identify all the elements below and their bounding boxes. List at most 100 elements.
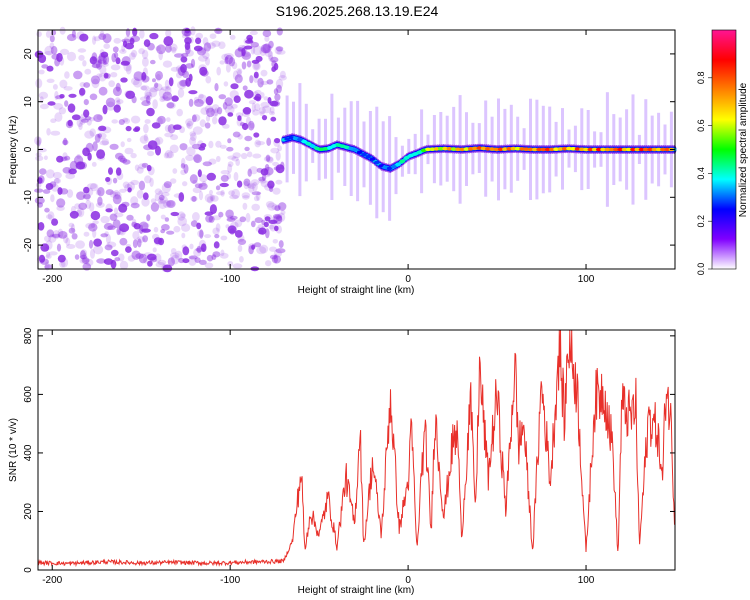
noise-blob	[74, 203, 81, 210]
noise-blob	[96, 132, 107, 140]
ridge-core	[301, 139, 308, 144]
noise-blob	[202, 51, 210, 59]
noise-blob	[158, 190, 164, 196]
noise-blob	[228, 57, 236, 67]
noise-blob	[136, 166, 144, 174]
noise-blob	[274, 138, 281, 144]
noise-blob	[174, 53, 184, 58]
noise-blob	[96, 114, 103, 121]
noise-blob	[236, 68, 243, 75]
noise-blob	[275, 248, 286, 254]
noise-blob	[204, 262, 214, 269]
noise-blob	[49, 35, 55, 43]
noise-blob	[113, 207, 119, 215]
noise-blob	[99, 30, 105, 38]
noise-blob	[115, 82, 121, 92]
noise-blob	[221, 53, 229, 61]
noise-blob	[75, 209, 83, 217]
noise-blob	[60, 48, 69, 56]
noise-blob	[130, 179, 139, 186]
noise-blob	[35, 182, 42, 189]
noise-blob	[180, 63, 187, 73]
noise-blob	[185, 118, 195, 127]
noise-blob	[205, 57, 210, 66]
noise-blob	[206, 172, 216, 181]
noise-blob	[90, 248, 95, 259]
ridge-core	[540, 147, 547, 152]
noise-blob	[241, 122, 249, 131]
noise-blob	[203, 42, 212, 52]
ridge-core	[553, 147, 559, 151]
noise-blob	[142, 223, 150, 228]
noise-blob	[254, 93, 262, 102]
noise-blob	[127, 255, 136, 262]
noise-blob	[226, 172, 232, 180]
noise-blob	[190, 26, 196, 36]
noise-blob	[86, 118, 92, 126]
noise-blob	[244, 135, 253, 142]
ridge-core	[489, 147, 495, 151]
noise-blob	[231, 104, 238, 109]
noise-blob	[78, 202, 88, 210]
ridge-core	[660, 147, 666, 152]
noise-blob	[83, 82, 91, 88]
noise-blob	[98, 86, 108, 96]
noise-blob	[90, 75, 100, 85]
noise-blob	[113, 104, 121, 113]
noise-blob	[198, 93, 204, 99]
noise-blob	[112, 219, 121, 228]
snr-y-tick-label: 400	[23, 444, 34, 461]
noise-blob	[35, 78, 43, 89]
noise-blob	[266, 79, 274, 85]
noise-blob	[219, 252, 229, 259]
noise-blob	[46, 78, 55, 84]
noise-blob	[43, 155, 48, 161]
noise-blob	[273, 249, 282, 258]
noise-blob	[35, 152, 42, 157]
noise-blob	[163, 181, 172, 189]
noise-blob	[197, 230, 205, 238]
noise-blob	[232, 152, 241, 159]
noise-blob	[64, 71, 70, 79]
noise-blob	[166, 200, 175, 207]
noise-blob	[239, 122, 246, 127]
noise-blob	[88, 117, 96, 122]
noise-blob	[222, 123, 230, 129]
noise-blob	[147, 42, 155, 51]
noise-blob	[254, 217, 263, 224]
noise-blob	[185, 31, 190, 39]
noise-blob	[161, 86, 171, 91]
noise-blob	[278, 202, 287, 211]
noise-blob	[48, 234, 57, 243]
noise-blob	[102, 60, 107, 65]
noise-blob	[199, 174, 208, 183]
noise-blob	[270, 147, 280, 154]
noise-blob	[147, 140, 158, 150]
noise-blob	[247, 183, 252, 188]
noise-blob	[271, 66, 277, 72]
noise-blob	[175, 65, 182, 73]
noise-blob	[274, 225, 279, 232]
noise-blob	[211, 104, 220, 114]
noise-blob	[150, 59, 156, 65]
noise-blob	[196, 222, 202, 230]
noise-blob	[278, 75, 287, 81]
noise-blob	[169, 144, 179, 154]
ridge-core	[583, 147, 589, 152]
noise-blob	[153, 83, 163, 92]
noise-blob	[229, 228, 235, 235]
noise-blob	[255, 226, 261, 232]
noise-blob	[277, 212, 286, 222]
ridge-core	[664, 147, 670, 152]
spectrogram-y-label: Frequency (Hz)	[8, 116, 19, 185]
noise-blob	[66, 189, 74, 198]
noise-blob	[113, 212, 124, 218]
noise-blob	[186, 120, 193, 130]
noise-blob	[202, 180, 207, 187]
colorbar: 0.0 0.2 0.4 0.6 0.8 Normalized spectral ampl…	[696, 29, 749, 275]
noise-blob	[224, 56, 229, 65]
noise-blob	[235, 158, 240, 166]
noise-blob	[66, 51, 77, 62]
noise-blob	[227, 155, 237, 160]
noise-blob	[46, 128, 51, 136]
